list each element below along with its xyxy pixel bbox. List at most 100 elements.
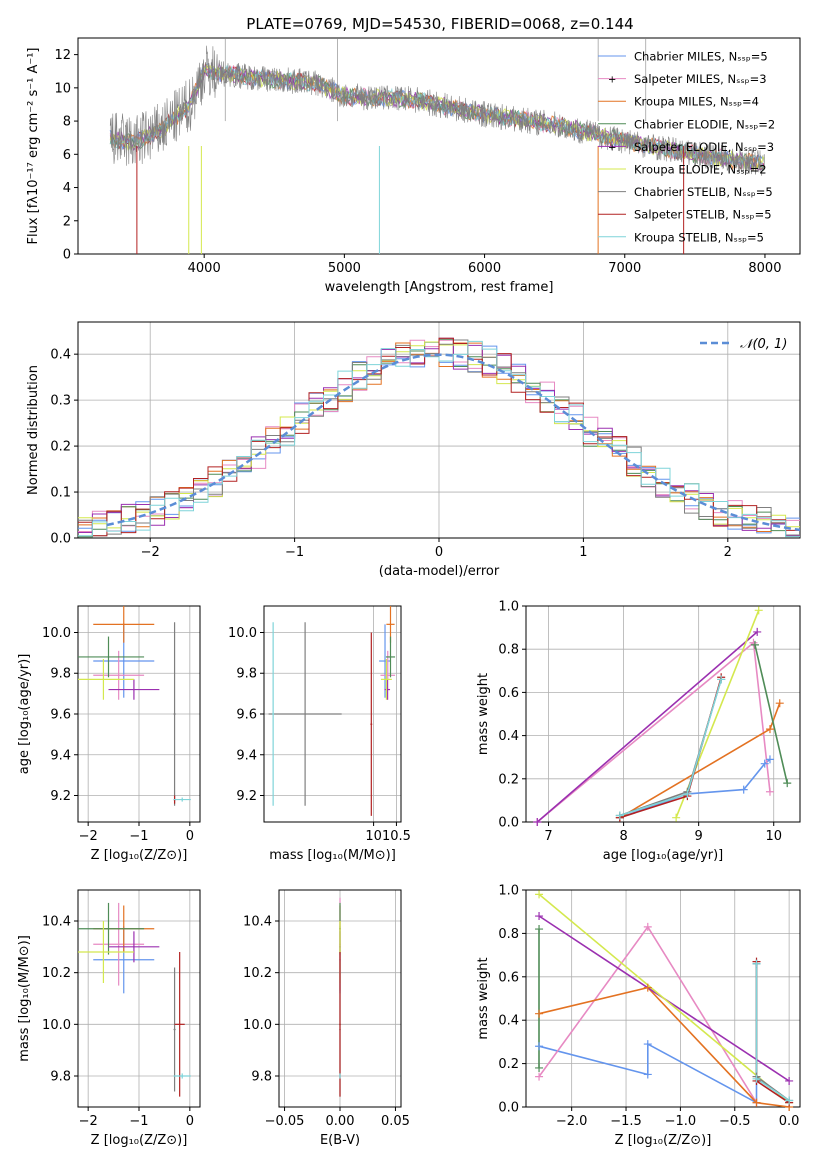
plot-area [78, 606, 191, 806]
plus-marker [615, 811, 624, 820]
plus-marker [643, 1040, 652, 1049]
y-tick-label: 9.4 [236, 748, 257, 763]
x-tick-label: −2 [141, 545, 160, 560]
x-tick-label: −2 [79, 1114, 98, 1129]
legend-label: Chabrier STELIB, Nₛₛₚ=5 [634, 185, 773, 199]
x-tick-label: 0 [186, 1114, 194, 1129]
chart-mass-vs-Z: −2 −1 0 9.8 10.0 10.2 10.4 Z [log₁₀(Z/Z⊙)] mass … [17, 889, 201, 1148]
plus-marker [753, 627, 762, 636]
plus-marker [643, 983, 652, 992]
x-tick-label: −1 [129, 829, 148, 844]
x-tick-label: −1.5 [610, 1114, 642, 1129]
weight-line [538, 986, 790, 1107]
plot-area [339, 897, 341, 1097]
data-point [178, 1023, 181, 1026]
y-tick-label: 10.2 [42, 966, 71, 981]
data-point [133, 946, 135, 948]
chart-mass-vs-EBV: −0.05 0.00 0.05 9.8 10.0 10.2 10.4 E(B-V) [243, 889, 410, 1148]
x-axis-label: E(B-V) [320, 1133, 360, 1148]
weight-line [755, 963, 790, 1102]
x-tick-label: −2.0 [556, 1114, 588, 1129]
plot-area [536, 610, 788, 822]
x-tick-label: 1 [579, 545, 587, 560]
chart-spectrum: 4000 5000 6000 7000 8000 0 2 4 6 8 10 12 wavelength … [26, 37, 801, 295]
y-tick-label: 10.2 [243, 966, 272, 981]
figure-title: PLATE=0769, MJD=54530, FIBERID=0068, z=0… [246, 15, 633, 33]
x-tick-label: 10 [765, 829, 782, 844]
x-tick-label: 9 [695, 829, 703, 844]
data-point [173, 1028, 176, 1031]
chart-weight-vs-age: 7 8 9 10 0.0 0.2 0.4 0.6 0.8 1.0 age [log₁₀(age/yr… [476, 600, 801, 863]
y-tick-label: 0.0 [50, 532, 71, 547]
data-point [107, 656, 110, 658]
axes-frame [77, 321, 801, 539]
weight-line [536, 631, 758, 822]
x-tick-label: 6000 [468, 261, 501, 276]
data-point [389, 656, 392, 658]
observed-spectrum [109, 45, 765, 176]
y-axis-label: mass [log₁₀(M/M⊙)] [17, 935, 32, 1062]
x-tick-label: 8 [619, 829, 627, 844]
plus-marker [535, 1063, 544, 1072]
plus-marker [754, 606, 763, 615]
y-tick-label: 4 [63, 181, 71, 196]
legend-label: Chabrier ELODIE, Nₛₛₚ=2 [634, 117, 775, 131]
x-axis-label: wavelength [Angstrom, rest frame] [325, 280, 554, 295]
weight-line [754, 644, 788, 784]
legend-label: Kroupa MILES, Nₛₛₚ=4 [634, 95, 759, 109]
y-tick-label: 0.4 [498, 729, 519, 744]
y-tick-label: 0.1 [50, 486, 71, 501]
x-tick-label: −0.05 [265, 1114, 305, 1129]
legend-label: 𝒩(0, 1) [740, 337, 787, 352]
plus-marker [533, 818, 542, 826]
plus-marker [785, 1076, 794, 1085]
data-point [385, 678, 388, 681]
y-tick-label: 0.8 [498, 927, 519, 942]
weight-line [538, 893, 790, 1104]
data-point [339, 1023, 341, 1026]
y-tick-label: 9.2 [50, 789, 71, 804]
data-point [122, 623, 125, 626]
legend-label: Kroupa STELIB, Nₛₛₚ=5 [634, 230, 764, 244]
y-tick-label: 10.0 [228, 626, 257, 641]
plot-area [78, 902, 191, 1097]
y-tick-label: 0.4 [498, 1014, 519, 1029]
plus-marker [643, 922, 652, 931]
x-tick-label: 0.0 [779, 1114, 800, 1129]
x-tick-label: 0.05 [381, 1114, 410, 1129]
axes-frame [263, 605, 402, 823]
data-point [181, 798, 184, 801]
x-axis-label: Z [log₁₀(Z/Z⊙)] [615, 1133, 712, 1148]
data-point [122, 958, 125, 961]
y-tick-label: 9.6 [236, 708, 257, 723]
legend-label: Salpeter ELODIE, Nₛₛₚ=3 [634, 140, 774, 154]
y-axis-label: mass weight [476, 673, 491, 755]
x-tick-label: 2 [724, 545, 732, 560]
data-point [102, 951, 105, 953]
plus-marker [643, 1070, 652, 1079]
y-axis-label: age [log₁₀(age/yr)] [17, 654, 32, 775]
y-tick-label: 9.8 [251, 1070, 272, 1085]
y-tick-label: 12 [54, 48, 71, 63]
plot-layer: 4000 5000 6000 7000 8000024681012wavelength … [17, 37, 801, 1148]
data-point [386, 674, 389, 677]
axes-frame [525, 889, 801, 1108]
plus-marker [765, 787, 774, 796]
x-axis-label: Z [log₁₀(Z/Z⊙)] [91, 848, 188, 863]
x-tick-label: 7000 [608, 261, 641, 276]
y-tick-label: 10 [54, 81, 71, 96]
y-tick-label: 0 [63, 248, 71, 263]
plus-marker [752, 959, 761, 968]
y-tick-label: 10.4 [42, 915, 71, 930]
y-tick-label: 10.0 [42, 626, 71, 641]
x-axis-label: Z [log₁₀(Z/Z⊙)] [91, 1133, 188, 1148]
weight-line [619, 677, 722, 819]
y-axis-label: Normed distribution [26, 365, 41, 495]
legend-marker: + [608, 75, 616, 86]
plot-area [109, 38, 765, 254]
chart-residuals: −2 −1 0 1 2 0.0 0.1 0.2 0.3 0.4 (data-model)/error… [26, 321, 801, 579]
axes-frame [77, 889, 201, 1108]
chart-age-vs-mass: 10 10.5 9.2 9.4 9.6 9.8 10.0 mass [log₁₀(M/M⊙)] [228, 605, 411, 863]
y-tick-label: 10.0 [42, 1018, 71, 1033]
